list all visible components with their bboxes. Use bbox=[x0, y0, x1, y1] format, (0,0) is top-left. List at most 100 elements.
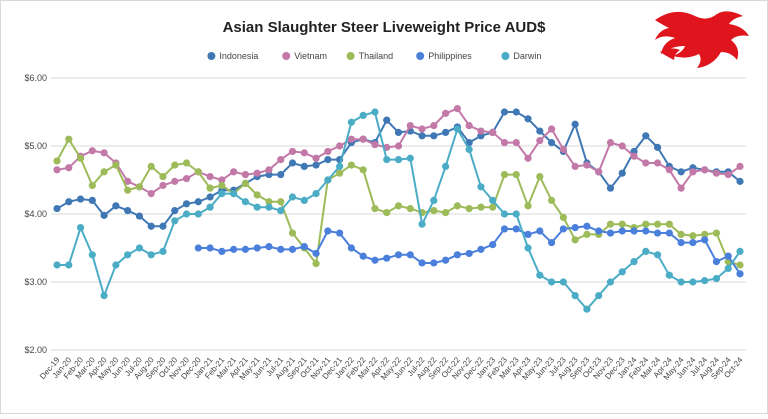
data-point bbox=[583, 161, 591, 169]
data-point bbox=[336, 162, 344, 170]
data-point bbox=[547, 125, 556, 133]
data-point bbox=[606, 229, 615, 237]
data-point bbox=[724, 252, 732, 260]
data-point bbox=[465, 122, 473, 130]
data-point bbox=[477, 245, 485, 253]
data-point bbox=[701, 236, 709, 244]
data-point bbox=[253, 244, 261, 252]
data-point bbox=[465, 204, 473, 213]
data-point bbox=[736, 270, 744, 278]
data-point bbox=[88, 181, 96, 190]
data-point bbox=[159, 222, 167, 230]
data-point bbox=[524, 202, 532, 210]
data-point bbox=[135, 244, 144, 252]
data-point bbox=[583, 230, 591, 238]
data-point bbox=[536, 136, 544, 145]
data-point bbox=[218, 247, 226, 255]
data-point bbox=[383, 254, 391, 262]
data-point bbox=[406, 122, 414, 130]
dragon-logo bbox=[655, 11, 749, 68]
data-point bbox=[394, 128, 403, 136]
data-point bbox=[124, 186, 132, 194]
data-point bbox=[65, 135, 73, 143]
data-point bbox=[241, 198, 250, 206]
data-point bbox=[135, 212, 144, 220]
data-point bbox=[653, 143, 662, 151]
data-point bbox=[230, 245, 238, 253]
data-point bbox=[53, 157, 61, 165]
data-point bbox=[65, 164, 73, 172]
data-point bbox=[453, 202, 461, 210]
data-point bbox=[88, 251, 96, 259]
data-point bbox=[712, 258, 721, 266]
data-point bbox=[642, 159, 650, 167]
data-point bbox=[65, 261, 73, 269]
data-point bbox=[112, 261, 120, 269]
data-point bbox=[277, 198, 285, 206]
data-point bbox=[359, 111, 367, 119]
data-point bbox=[253, 191, 261, 199]
data-point bbox=[430, 132, 438, 140]
data-point bbox=[312, 249, 320, 258]
data-point bbox=[265, 203, 273, 211]
data-point bbox=[512, 139, 520, 147]
legend-label: Darwin bbox=[513, 51, 541, 61]
data-point bbox=[206, 244, 214, 252]
data-point bbox=[571, 236, 579, 244]
data-point bbox=[206, 203, 214, 211]
data-point bbox=[595, 292, 603, 300]
data-point bbox=[383, 156, 391, 164]
data-point bbox=[359, 135, 367, 143]
data-point bbox=[277, 170, 285, 179]
data-point bbox=[547, 278, 556, 286]
data-point bbox=[701, 230, 709, 238]
data-point bbox=[182, 175, 191, 183]
legend-label: Vietnam bbox=[294, 51, 327, 61]
data-point bbox=[583, 222, 591, 230]
data-point bbox=[442, 109, 450, 117]
legend-marker bbox=[346, 52, 355, 60]
data-point bbox=[347, 135, 355, 143]
data-point bbox=[324, 227, 332, 235]
data-point bbox=[536, 227, 544, 235]
chart-title: Asian Slaughter Steer Liveweight Price A… bbox=[223, 19, 547, 36]
data-point bbox=[277, 156, 285, 164]
data-point bbox=[53, 166, 61, 174]
data-point bbox=[606, 278, 615, 286]
data-point bbox=[359, 252, 367, 260]
data-point bbox=[88, 147, 96, 155]
data-point bbox=[194, 198, 202, 206]
data-point bbox=[135, 183, 144, 191]
data-point bbox=[88, 196, 96, 204]
y-tick-label: $5.00 bbox=[24, 141, 47, 151]
data-point bbox=[477, 127, 485, 135]
data-point bbox=[194, 210, 202, 218]
data-point bbox=[112, 161, 120, 169]
y-tick-label: $2.00 bbox=[24, 345, 47, 355]
legend-label: Philippines bbox=[428, 51, 472, 61]
data-point bbox=[312, 161, 320, 169]
data-point bbox=[512, 210, 520, 218]
data-point bbox=[171, 207, 179, 215]
data-point bbox=[371, 256, 379, 264]
data-point bbox=[430, 122, 438, 130]
data-point bbox=[442, 128, 450, 136]
data-point bbox=[689, 278, 697, 286]
data-point bbox=[712, 169, 721, 177]
data-point bbox=[288, 229, 297, 237]
data-point bbox=[171, 217, 179, 225]
data-point bbox=[300, 243, 308, 251]
data-point bbox=[53, 204, 61, 213]
data-point bbox=[100, 292, 108, 300]
data-point bbox=[336, 229, 344, 237]
data-point bbox=[453, 125, 461, 133]
data-point bbox=[312, 260, 320, 268]
data-point bbox=[595, 168, 603, 176]
data-point bbox=[394, 251, 403, 259]
data-point bbox=[677, 238, 685, 247]
data-point bbox=[630, 258, 638, 266]
y-tick-label: $4.00 bbox=[24, 209, 47, 219]
data-point bbox=[324, 147, 332, 156]
data-point bbox=[606, 139, 615, 147]
data-point bbox=[642, 132, 650, 140]
